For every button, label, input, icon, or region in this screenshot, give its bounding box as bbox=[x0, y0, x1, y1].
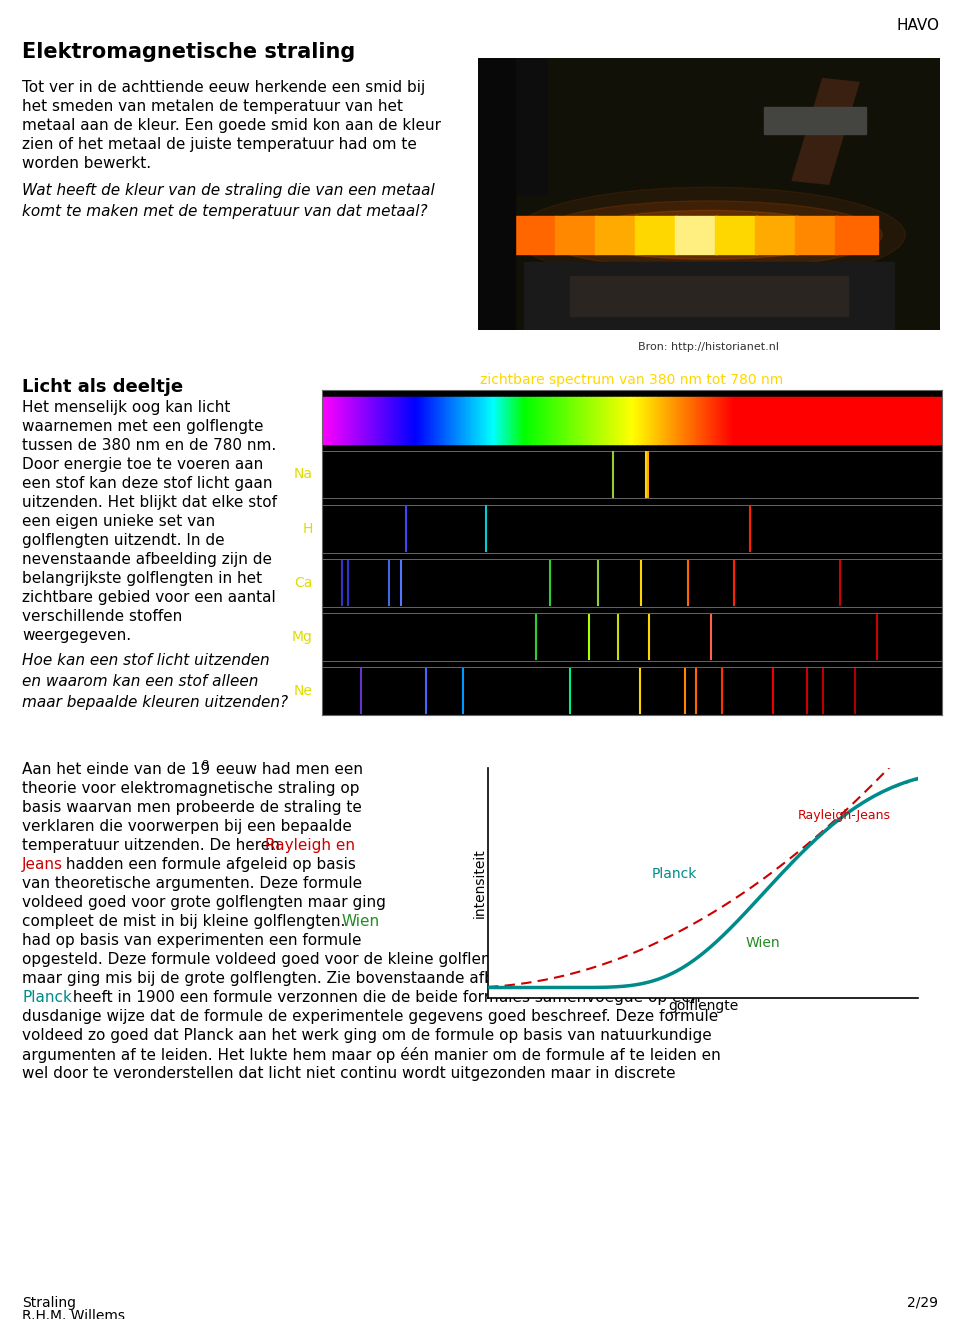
Text: dusdanige wijze dat de formule de experimentele gegevens goed beschreef. Deze fo: dusdanige wijze dat de formule de experi… bbox=[22, 1009, 718, 1024]
Text: Mg: Mg bbox=[292, 630, 313, 644]
Text: en waarom kan een stof alleen: en waarom kan een stof alleen bbox=[22, 674, 258, 689]
Text: compleet de mist in bij kleine golflengten.: compleet de mist in bij kleine golflengt… bbox=[22, 914, 350, 929]
Text: een stof kan deze stof licht gaan: een stof kan deze stof licht gaan bbox=[22, 476, 273, 491]
Text: Elektromagnetische straling: Elektromagnetische straling bbox=[22, 42, 355, 62]
Text: wel door te veronderstellen dat licht niet continu wordt uitgezonden maar in dis: wel door te veronderstellen dat licht ni… bbox=[22, 1066, 676, 1082]
Text: maar ging mis bij de grote golflengten. Zie bovenstaande afbeelding.: maar ging mis bij de grote golflengten. … bbox=[22, 971, 556, 987]
Text: Planck: Planck bbox=[22, 991, 72, 1005]
Bar bbox=[322, 667, 942, 715]
Bar bbox=[764, 107, 866, 135]
Text: theorie voor elektromagnetische straling op: theorie voor elektromagnetische straling… bbox=[22, 781, 359, 795]
Text: weergegeven.: weergegeven. bbox=[22, 628, 132, 642]
Text: temperatuur uitzenden. De heren: temperatuur uitzenden. De heren bbox=[22, 838, 285, 853]
Bar bbox=[524, 262, 894, 330]
Bar bbox=[795, 216, 837, 253]
Text: belangrijkste golflengten in het: belangrijkste golflengten in het bbox=[22, 571, 262, 586]
Bar bbox=[322, 667, 942, 715]
Text: R.H.M. Willems: R.H.M. Willems bbox=[22, 1308, 125, 1319]
Bar bbox=[756, 216, 798, 253]
Bar bbox=[835, 216, 877, 253]
Text: verklaren die voorwerpen bij een bepaalde: verklaren die voorwerpen bij een bepaald… bbox=[22, 819, 352, 834]
Text: argumenten af te leiden. Het lukte hem maar op één manier om de formule af te le: argumenten af te leiden. Het lukte hem m… bbox=[22, 1047, 721, 1063]
Text: Planck: Planck bbox=[652, 868, 697, 881]
Text: zichtbare gebied voor een aantal: zichtbare gebied voor een aantal bbox=[22, 590, 276, 605]
Text: worden bewerkt.: worden bewerkt. bbox=[22, 156, 151, 171]
Text: Het menselijk oog kan licht: Het menselijk oog kan licht bbox=[22, 400, 230, 415]
Text: had op basis van experimenten een formule: had op basis van experimenten een formul… bbox=[22, 933, 362, 948]
Text: Bron: http://historianet.nl: Bron: http://historianet.nl bbox=[638, 342, 780, 352]
Bar bbox=[322, 505, 942, 553]
Bar bbox=[515, 216, 558, 253]
Bar bbox=[322, 613, 942, 661]
Text: Ne: Ne bbox=[294, 685, 313, 698]
Text: metaal aan de kleur. Een goede smid kon aan de kleur: metaal aan de kleur. Een goede smid kon … bbox=[22, 117, 441, 133]
Bar bbox=[478, 58, 515, 330]
Text: opgesteld. Deze formule voldeed goed voor de kleine golflengten: opgesteld. Deze formule voldeed goed voo… bbox=[22, 952, 525, 967]
Text: golflengten uitzendt. In de: golflengten uitzendt. In de bbox=[22, 533, 225, 547]
Text: Licht als deeltje: Licht als deeltje bbox=[22, 379, 183, 396]
Text: HAVO: HAVO bbox=[897, 18, 940, 33]
Bar bbox=[636, 216, 678, 253]
Text: waarnemen met een golflengte: waarnemen met een golflengte bbox=[22, 419, 263, 434]
Text: Wien: Wien bbox=[746, 936, 780, 951]
Text: voldeed goed voor grote golflengten maar ging: voldeed goed voor grote golflengten maar… bbox=[22, 896, 386, 910]
Text: hadden een formule afgeleid op basis: hadden een formule afgeleid op basis bbox=[61, 857, 356, 872]
Bar bbox=[595, 216, 637, 253]
Text: nevenstaande afbeelding zijn de: nevenstaande afbeelding zijn de bbox=[22, 551, 272, 567]
Bar bbox=[570, 276, 848, 317]
Bar bbox=[322, 559, 942, 607]
Title: zichtbare spectrum van 380 nm tot 780 nm: zichtbare spectrum van 380 nm tot 780 nm bbox=[480, 373, 783, 388]
Text: basis waarvan men probeerde de straling te: basis waarvan men probeerde de straling … bbox=[22, 801, 362, 815]
Text: Door energie toe te voeren aan: Door energie toe te voeren aan bbox=[22, 456, 263, 472]
Text: Wat heeft de kleur van de straling die van een metaal: Wat heeft de kleur van de straling die v… bbox=[22, 183, 435, 198]
Text: uitzenden. Het blijkt dat elke stof: uitzenden. Het blijkt dat elke stof bbox=[22, 495, 277, 510]
Bar bbox=[322, 505, 942, 553]
Ellipse shape bbox=[536, 200, 882, 269]
Text: voldeed zo goed dat Planck aan het werk ging om de formule op basis van natuurku: voldeed zo goed dat Planck aan het werk … bbox=[22, 1028, 711, 1043]
Text: een eigen unieke set van: een eigen unieke set van bbox=[22, 514, 215, 529]
Bar bbox=[715, 216, 757, 253]
Bar bbox=[675, 216, 717, 253]
Text: heeft in 1900 een formule verzonnen die de beide formules samenvoegde op een: heeft in 1900 een formule verzonnen die … bbox=[68, 991, 701, 1005]
Text: Hoe kan een stof licht uitzenden: Hoe kan een stof licht uitzenden bbox=[22, 653, 270, 667]
Bar bbox=[478, 58, 547, 194]
Text: Rayleigh en: Rayleigh en bbox=[265, 838, 355, 853]
Text: Wien: Wien bbox=[341, 914, 379, 929]
Text: e: e bbox=[201, 758, 208, 768]
Y-axis label: intensiteit: intensiteit bbox=[472, 848, 487, 918]
Text: maar bepaalde kleuren uitzenden?: maar bepaalde kleuren uitzenden? bbox=[22, 695, 288, 710]
Text: tussen de 380 nm en de 780 nm.: tussen de 380 nm en de 780 nm. bbox=[22, 438, 276, 452]
Text: zien of het metaal de juiste temperatuur had om te: zien of het metaal de juiste temperatuur… bbox=[22, 137, 417, 152]
Bar bbox=[555, 216, 597, 253]
Text: Jeans: Jeans bbox=[22, 857, 63, 872]
Text: Tot ver in de achttiende eeuw herkende een smid bij: Tot ver in de achttiende eeuw herkende e… bbox=[22, 80, 425, 95]
Text: verschillende stoffen: verschillende stoffen bbox=[22, 609, 182, 624]
Text: H: H bbox=[302, 522, 313, 536]
Text: Aan het einde van de 19: Aan het einde van de 19 bbox=[22, 762, 210, 777]
Bar bbox=[792, 79, 859, 185]
Text: van theoretische argumenten. Deze formule: van theoretische argumenten. Deze formul… bbox=[22, 876, 362, 892]
Text: Ca: Ca bbox=[295, 576, 313, 590]
Text: het smeden van metalen de temperatuur van het: het smeden van metalen de temperatuur va… bbox=[22, 99, 403, 113]
Text: 2/29: 2/29 bbox=[907, 1297, 938, 1310]
Text: eeuw had men een: eeuw had men een bbox=[211, 762, 363, 777]
Text: komt te maken met de temperatuur van dat metaal?: komt te maken met de temperatuur van dat… bbox=[22, 204, 427, 219]
Bar bbox=[322, 451, 942, 499]
Bar bbox=[322, 613, 942, 661]
Ellipse shape bbox=[513, 187, 905, 282]
Bar bbox=[322, 451, 942, 499]
X-axis label: golflengte: golflengte bbox=[668, 1000, 738, 1013]
Bar bbox=[322, 559, 942, 607]
Text: Na: Na bbox=[294, 467, 313, 481]
Text: Straling: Straling bbox=[22, 1297, 76, 1310]
Ellipse shape bbox=[570, 210, 848, 260]
Text: Rayleigh-Jeans: Rayleigh-Jeans bbox=[798, 809, 891, 822]
